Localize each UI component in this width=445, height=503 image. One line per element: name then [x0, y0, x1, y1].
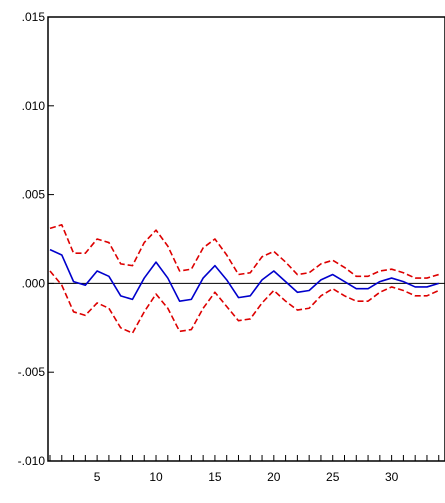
upper-band-line [50, 225, 439, 278]
y-tick-label: .010 [22, 99, 46, 113]
x-axis: 5 10 15 20 25 30 [50, 455, 439, 484]
lower-band-line [50, 271, 439, 333]
impulse-response-line [50, 250, 439, 302]
y-tick-label: .000 [22, 276, 46, 290]
x-tick-label: 5 [94, 470, 101, 484]
x-tick-label: 25 [326, 470, 340, 484]
x-tick-label: 20 [267, 470, 281, 484]
x-tick-label: 10 [149, 470, 163, 484]
x-tick-label: 15 [208, 470, 222, 484]
x-tick-label: 30 [385, 470, 399, 484]
y-tick-label: -.010 [18, 454, 46, 468]
y-tick-label: -.005 [18, 365, 46, 379]
y-tick-label: .015 [22, 10, 46, 24]
plot-frame [48, 17, 445, 461]
series-group [50, 225, 439, 333]
y-tick-label: .005 [22, 188, 46, 202]
